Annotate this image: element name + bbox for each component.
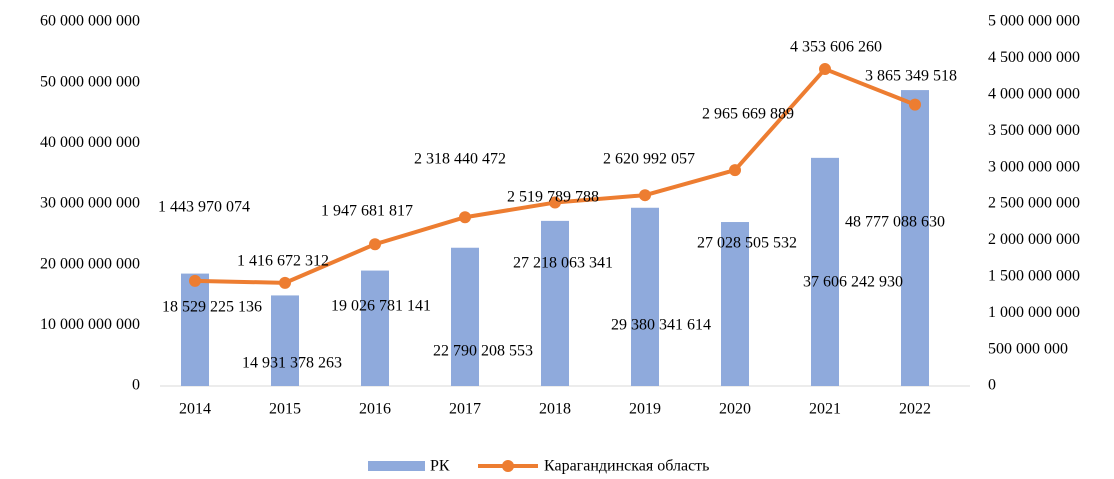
line-value-label: 4 353 606 260 — [790, 39, 882, 56]
x-tick-label: 2016 — [359, 401, 391, 418]
bar — [451, 247, 479, 386]
line-value-label: 1 416 672 312 — [237, 253, 329, 270]
y2-tick-label: 2 000 000 000 — [988, 231, 1080, 248]
y-tick-label: 30 000 000 000 — [40, 195, 140, 212]
bar-value-label: 48 777 088 630 — [845, 214, 945, 231]
x-tick-label: 2021 — [809, 401, 841, 418]
line-marker — [459, 211, 471, 224]
line-marker — [639, 189, 651, 202]
x-tick-label: 2022 — [899, 401, 931, 418]
line-value-label: 2 519 789 788 — [507, 189, 599, 206]
y2-tick-label: 1 500 000 000 — [988, 267, 1080, 284]
bar — [631, 207, 659, 386]
bar-value-label: 19 026 781 141 — [331, 298, 431, 315]
y-tick-label: 40 000 000 000 — [40, 134, 140, 151]
line-value-label: 2 620 992 057 — [603, 151, 695, 168]
y-tick-label: 50 000 000 000 — [40, 73, 140, 90]
y2-tick-label: 3 500 000 000 — [988, 122, 1080, 139]
x-tick-label: 2015 — [269, 401, 301, 418]
bar-value-label: 14 931 378 263 — [242, 355, 342, 372]
y-tick-label: 20 000 000 000 — [40, 255, 140, 272]
line-marker — [369, 238, 381, 251]
bar-value-label: 29 380 341 614 — [611, 317, 711, 334]
x-tick-label: 2019 — [629, 401, 661, 418]
bar — [721, 222, 749, 386]
x-tick-label: 2020 — [719, 401, 751, 418]
y2-tick-label: 4 500 000 000 — [988, 49, 1080, 66]
line-marker — [279, 276, 291, 289]
bar-value-label: 27 218 063 341 — [513, 255, 613, 272]
line-value-label: 1 947 681 817 — [321, 203, 413, 220]
legend-label: РК — [430, 458, 450, 475]
line-marker — [819, 63, 831, 76]
line-value-label: 1 443 970 074 — [158, 199, 250, 216]
line-marker — [549, 196, 561, 209]
bar-value-label: 27 028 505 532 — [697, 235, 797, 252]
line-marker — [189, 274, 201, 287]
y2-tick-label: 0 — [988, 377, 996, 394]
bar — [541, 220, 569, 386]
y2-tick-label: 1 000 000 000 — [988, 304, 1080, 321]
y2-tick-label: 500 000 000 — [988, 340, 1068, 357]
bar-value-label: 22 790 208 553 — [433, 343, 533, 360]
x-tick-label: 2017 — [449, 401, 481, 418]
bar — [271, 295, 299, 386]
y2-tick-label: 3 000 000 000 — [988, 158, 1080, 175]
y2-tick-label: 5 000 000 000 — [988, 13, 1080, 30]
legend-swatch — [368, 461, 425, 471]
y-tick-label: 60 000 000 000 — [40, 13, 140, 30]
line-marker — [729, 164, 741, 177]
x-tick-label: 2014 — [179, 401, 211, 418]
line-marker — [909, 98, 921, 111]
bar-value-label: 18 529 225 136 — [162, 299, 262, 316]
legend-label: Карагандинская область — [544, 458, 709, 475]
y2-tick-label: 2 500 000 000 — [988, 195, 1080, 212]
bar — [811, 157, 839, 386]
line-value-label: 2 965 669 889 — [702, 106, 794, 123]
bar-value-label: 37 606 242 930 — [803, 274, 903, 291]
line-value-label: 2 318 440 472 — [414, 151, 506, 168]
legend-marker — [502, 460, 514, 472]
line-value-label: 3 865 349 518 — [865, 68, 957, 85]
bar — [181, 273, 209, 386]
y-tick-label: 10 000 000 000 — [40, 316, 140, 333]
y-tick-label: 0 — [132, 377, 140, 394]
bar — [361, 270, 389, 386]
x-tick-label: 2018 — [539, 401, 571, 418]
y2-tick-label: 4 000 000 000 — [988, 85, 1080, 102]
bar — [901, 90, 929, 386]
